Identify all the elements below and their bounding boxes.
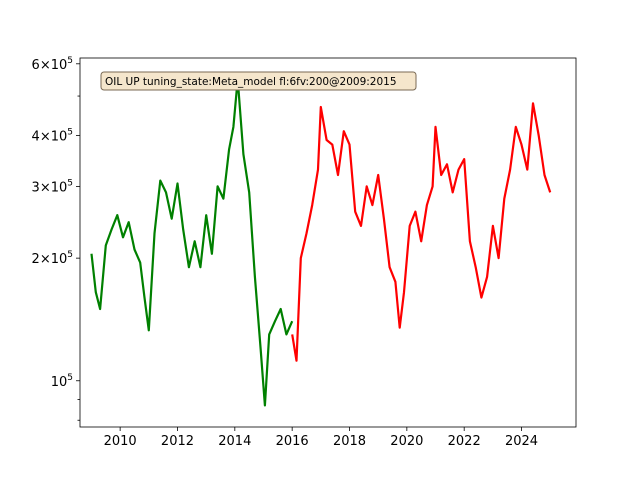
series-line-2 <box>291 102 552 362</box>
y-axis: 105 2×105 3×105 4×105 6×105 <box>32 56 80 421</box>
x-tick-label: 2010 <box>104 434 137 449</box>
series-line-1 <box>90 78 294 407</box>
series-layer <box>90 78 552 407</box>
plot-area-frame <box>79 57 577 428</box>
y-tick-label: 4×105 <box>32 128 73 145</box>
annotation-background <box>100 71 417 91</box>
x-tick-label: 2020 <box>390 434 423 449</box>
x-tick-label: 2022 <box>448 434 481 449</box>
x-tick-label: 2014 <box>218 434 251 449</box>
x-tick-label: 2012 <box>161 434 194 449</box>
x-tick-label: 2024 <box>505 434 538 449</box>
y-tick-label: 2×105 <box>32 250 73 267</box>
x-axis: 2010 2012 2014 2016 2018 2020 2022 2024 <box>104 427 538 449</box>
y-tick-label: 3×105 <box>32 178 73 195</box>
x-tick-label: 2018 <box>333 434 366 449</box>
annotation-text: OIL UP tuning_state:Meta_model fl:6fv:20… <box>105 76 397 88</box>
x-tick-label: 2016 <box>276 434 309 449</box>
annotation-box: OIL UP tuning_state:Meta_model fl:6fv:20… <box>100 71 417 91</box>
y-tick-label: 105 <box>51 373 73 390</box>
y-tick-label: 6×105 <box>32 56 73 73</box>
